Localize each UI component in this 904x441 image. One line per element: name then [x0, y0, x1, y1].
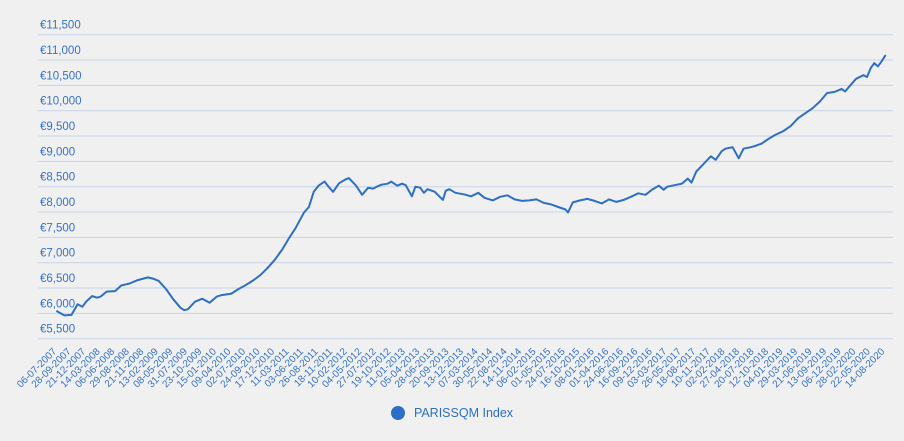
y-axis-tick-label: €11,000 [40, 45, 81, 57]
y-axis-tick-label: €6,000 [40, 298, 75, 310]
legend-series-label: PARISSQM Index [413, 406, 514, 420]
y-axis-tick-label: €10,000 [40, 96, 82, 108]
legend-series-marker-icon [390, 406, 405, 420]
y-axis-tick-label: €7,500 [40, 222, 75, 234]
y-axis-tick-label: €6,500 [40, 273, 75, 285]
y-axis-tick-label: €8,000 [40, 197, 75, 209]
series-line-parissqm-index [56, 54, 887, 317]
y-axis-tick-label: €8,500 [40, 172, 75, 184]
y-axis-tick-label: €10,500 [40, 70, 82, 82]
y-axis-tick-label: €9,500 [40, 121, 75, 133]
y-axis-tick-label: €5,500 [40, 324, 75, 336]
y-axis-tick-label: €9,000 [40, 146, 75, 158]
chart-legend[interactable]: PARISSQM Index [0, 406, 904, 420]
y-axis-tick-label: €11,500 [40, 20, 81, 32]
y-axis-tick-label: €7,000 [40, 248, 75, 260]
